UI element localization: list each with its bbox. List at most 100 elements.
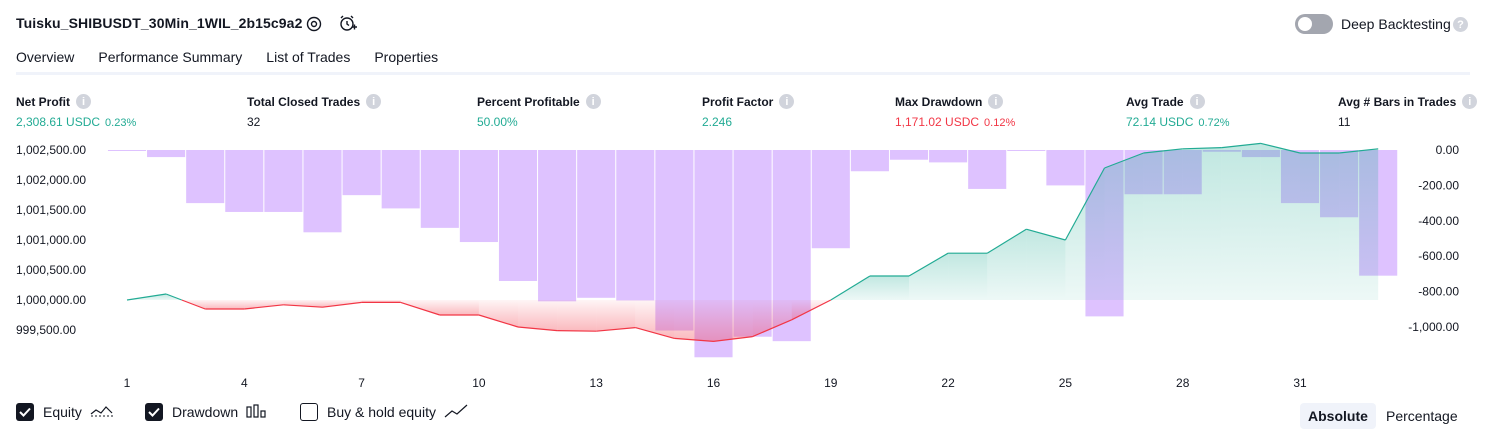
equity-line-segment: [283, 304, 323, 308]
settings-icon[interactable]: [304, 14, 324, 34]
buy-hold-checkbox[interactable]: [300, 403, 318, 421]
equity-profit-area: [1065, 168, 1105, 300]
equity-line-segment: [596, 327, 636, 332]
drawdown-bar: [225, 150, 264, 212]
x-axis-tick-label: 10: [472, 376, 486, 390]
equity-loss-area: [635, 300, 675, 339]
tab-performance-summary[interactable]: Performance Summary: [98, 49, 243, 65]
drawdown-bar: [1007, 150, 1046, 151]
left-axis-tick-label: 1,002,500.00: [16, 143, 86, 157]
info-icon[interactable]: i: [76, 94, 91, 109]
info-icon[interactable]: i: [779, 94, 795, 109]
left-axis-tick-label: 1,002,000.00: [16, 173, 86, 187]
mode-absolute-button[interactable]: Absolute: [1300, 403, 1376, 429]
x-axis-tick-label: 7: [358, 376, 365, 390]
metric-avg-bars: Avg # Bars in Trades i 11: [1338, 94, 1478, 129]
deep-backtesting-label: Deep Backtesting: [1341, 16, 1451, 32]
info-icon[interactable]: i: [1189, 94, 1205, 109]
metric-value: 50.00%: [477, 115, 518, 129]
equity-profit-area: [1300, 153, 1340, 300]
add-alert-icon[interactable]: [338, 13, 358, 33]
x-axis-tick-label: 25: [1059, 376, 1073, 390]
tab-properties[interactable]: Properties: [374, 49, 439, 65]
equity-line-icon: [90, 404, 114, 421]
legend-drawdown[interactable]: Drawdown: [145, 403, 266, 421]
right-axis-tick-label: -800.00: [1418, 285, 1459, 299]
left-axis-tick-label: 1,001,500.00: [16, 203, 86, 217]
equity-profit-area: [1260, 143, 1300, 300]
right-axis-tick-label: 0.00: [1436, 143, 1460, 157]
equity-line-segment: [1104, 152, 1144, 169]
drawdown-bar: [264, 150, 303, 212]
drawdown-bar: [420, 150, 459, 228]
equity-profit-area: [948, 253, 988, 300]
metric-avg-trade: Avg Trade i 72.14 USDC 0.72%: [1126, 94, 1230, 129]
equity-line-segment: [752, 319, 792, 338]
legend-buy-hold-label: Buy & hold equity: [327, 404, 436, 420]
metric-value: 2,308.61 USDC: [16, 115, 101, 129]
equity-line-segment: [165, 293, 182, 301]
help-icon[interactable]: ?: [1453, 17, 1468, 32]
equity-line-segment: [478, 314, 519, 328]
equity-loss-area: [518, 300, 558, 331]
equity-profit-area: [1026, 229, 1066, 300]
metric-profit-factor: Profit Factor i 2.246: [702, 94, 795, 129]
equity-loss-area: [439, 300, 479, 315]
right-axis-tick-label: -200.00: [1418, 178, 1459, 192]
metric-value: 32: [247, 115, 261, 129]
equity-line-segment: [517, 326, 558, 332]
equity-loss-area: [283, 300, 323, 308]
buy-hold-line-icon: [444, 404, 468, 421]
equity-line-segment: [1339, 148, 1379, 154]
right-axis-tick-label: -400.00: [1418, 214, 1459, 228]
drawdown-bar: [889, 150, 929, 160]
legend-buy-hold[interactable]: Buy & hold equity: [300, 403, 468, 421]
metric-label: Profit Factor: [702, 94, 774, 109]
left-axis-tick-label: 1,000,500.00: [16, 263, 86, 277]
strategy-title: Tuisku_SHIBUSDT_30Min_1WIL_2b15c9a2: [16, 15, 303, 31]
equity-checkbox[interactable]: [16, 403, 34, 421]
metric-label: Percent Profitable: [477, 94, 580, 109]
equity-profit-area: [987, 229, 1027, 300]
equity-profit-area: [909, 253, 949, 300]
metric-label: Total Closed Trades: [247, 94, 361, 109]
left-axis-tick-label: 1,000,000.00: [16, 293, 86, 307]
x-axis-tick-label: 16: [707, 376, 721, 390]
equity-line-segment: [1260, 142, 1301, 154]
x-axis-tick-label: 22: [941, 376, 955, 390]
right-axis-tick-label: -1,000.00: [1408, 320, 1459, 334]
equity-line-segment: [181, 299, 206, 310]
equity-loss-area: [674, 300, 714, 342]
drawdown-bar: [538, 150, 577, 302]
info-icon[interactable]: i: [1462, 94, 1478, 109]
equity-line-segment: [1064, 167, 1106, 241]
x-axis-tick-label: 19: [824, 376, 838, 390]
equity-loss-area: [596, 300, 636, 332]
tab-list-of-trades[interactable]: List of Trades: [266, 49, 351, 65]
equity-profit-area: [869, 276, 909, 300]
metric-label: Avg # Bars in Trades: [1338, 94, 1457, 109]
drawdown-bar: [303, 150, 342, 233]
metric-label: Avg Trade: [1126, 94, 1184, 109]
right-axis-tick-label: -600.00: [1418, 249, 1459, 263]
equity-line-segment: [400, 301, 440, 316]
drawdown-bar: [577, 150, 616, 298]
info-icon[interactable]: i: [366, 94, 382, 109]
info-icon[interactable]: i: [988, 94, 1004, 109]
equity-line-segment: [322, 301, 362, 308]
equity-drawdown-chart[interactable]: 1,002,500.00 1,002,000.00 1,001,500.00 1,00…: [0, 140, 1486, 395]
x-axis-tick-label: 1: [124, 376, 131, 390]
equity-line-segment: [1182, 147, 1222, 150]
x-axis-tick-label: 13: [590, 376, 604, 390]
drawdown-bars-icon: [246, 403, 266, 421]
deep-backtesting-toggle[interactable]: [1295, 14, 1333, 34]
equity-loss-area: [478, 300, 518, 327]
drawdown-checkbox[interactable]: [145, 403, 163, 421]
metric-percent: 0.23%: [105, 117, 137, 129]
legend-equity[interactable]: Equity: [16, 403, 114, 421]
equity-line-segment: [713, 336, 753, 342]
equity-line-segment: [674, 337, 714, 342]
info-icon[interactable]: i: [585, 94, 601, 109]
drawdown-bar: [186, 150, 225, 204]
mode-percentage-button[interactable]: Percentage: [1386, 408, 1458, 424]
